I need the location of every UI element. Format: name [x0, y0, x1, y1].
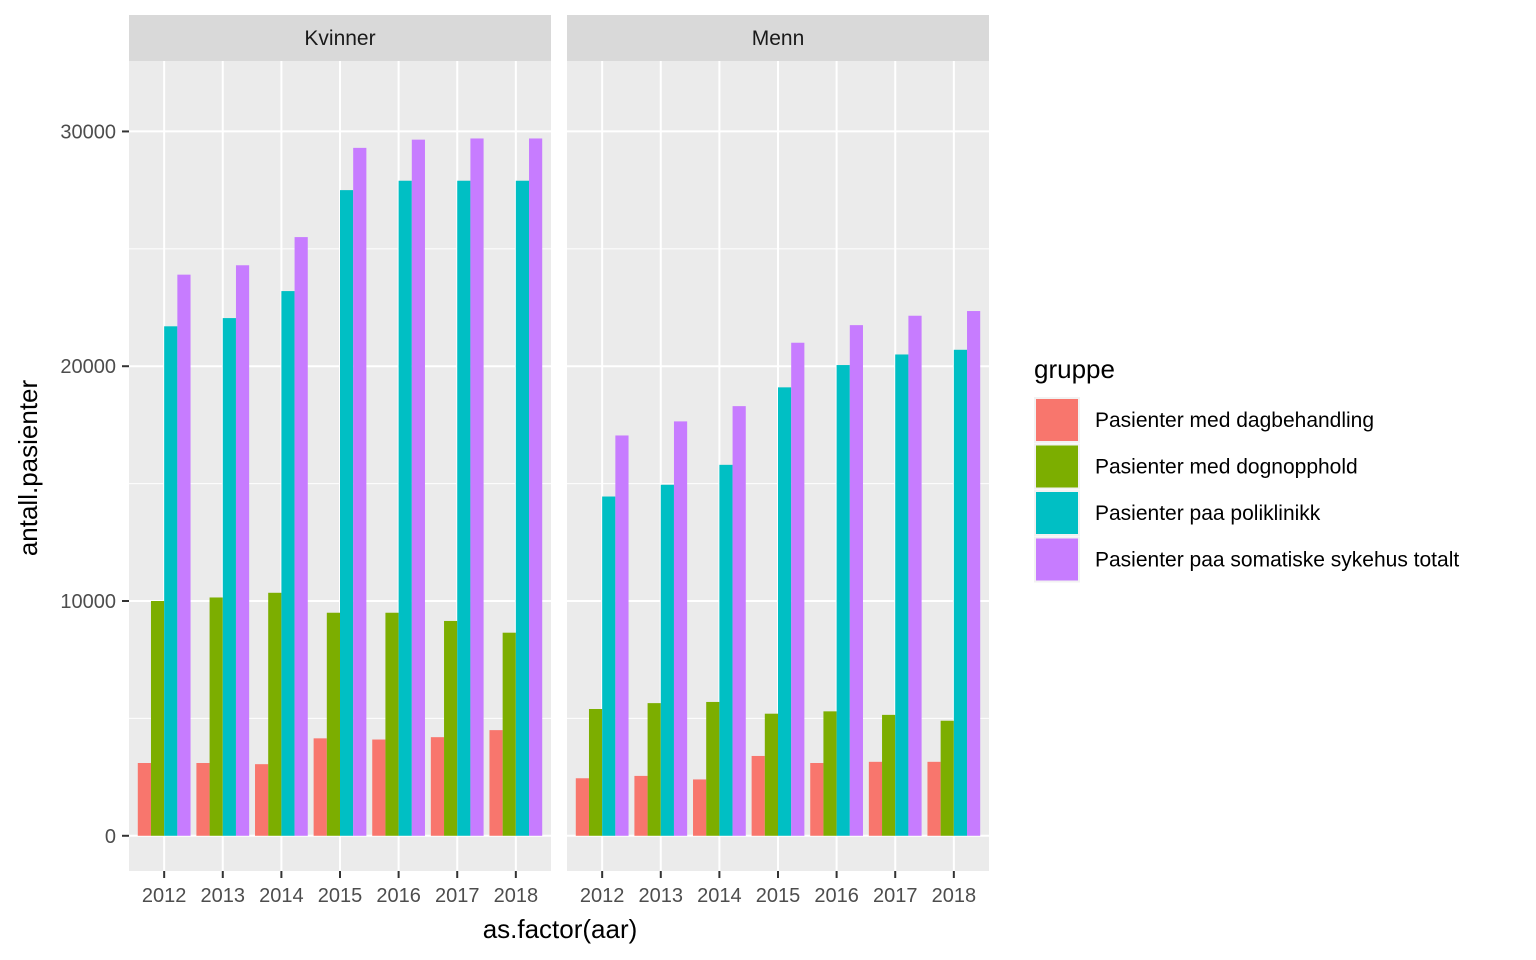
strip-background — [567, 15, 989, 61]
x-tick-label: 2013 — [639, 885, 684, 907]
bar-menn-2014-s2 — [706, 701, 720, 836]
x-tick-label: 2017 — [873, 885, 918, 907]
x-tick-label: 2013 — [201, 885, 246, 907]
bar-kvinner-2012-s1 — [137, 763, 151, 836]
legend-label: Pasienter med dognopphold — [1095, 456, 1358, 479]
y-tick-label: 10000 — [60, 591, 116, 613]
bar-menn-2012-s4 — [615, 435, 629, 836]
bar-kvinner-2012-s3 — [164, 326, 178, 836]
bar-kvinner-2015-s4 — [353, 147, 367, 836]
bar-menn-2018-s1 — [927, 761, 941, 836]
y-axis-title: antall.pasienter — [13, 379, 43, 556]
bar-menn-2018-s3 — [953, 349, 968, 836]
bar-menn-2014-s3 — [719, 464, 733, 836]
x-tick-label: 2014 — [259, 885, 304, 907]
bar-kvinner-2015-s3 — [340, 190, 354, 836]
x-tick-label: 2016 — [376, 885, 421, 907]
bar-kvinner-2016-s2 — [385, 612, 399, 836]
x-axis-title: as.factor(aar) — [483, 914, 638, 944]
legend-label: Pasienter paa somatiske sykehus totalt — [1095, 549, 1459, 572]
legend-label: Pasienter paa poliklinikk — [1095, 502, 1321, 525]
bar-menn-2015-s1 — [751, 755, 765, 836]
bar-kvinner-2013-s1 — [196, 763, 210, 836]
legend-label: Pasienter med dagbehandling — [1095, 409, 1374, 432]
bar-kvinner-2016-s1 — [372, 739, 386, 836]
bar-kvinner-2017-s4 — [470, 138, 484, 836]
bar-kvinner-2013-s2 — [209, 597, 223, 836]
bar-menn-2015-s3 — [778, 387, 792, 836]
bar-menn-2012-s1 — [575, 778, 589, 836]
bar-kvinner-2017-s2 — [444, 620, 458, 836]
x-tick-label: 2017 — [435, 885, 480, 907]
panels-layer: Kvinner 2012 2013 2014 2015 2016 2017 2018 Menn 2… — [129, 15, 989, 907]
legend-key — [1036, 399, 1078, 441]
bar-kvinner-2015-s1 — [313, 738, 327, 836]
bar-kvinner-2018-s3 — [515, 180, 530, 836]
y-tick-label: 30000 — [60, 121, 116, 143]
bar-menn-2016-s4 — [849, 325, 863, 836]
bar-menn-2012-s3 — [602, 496, 616, 836]
panel-kvinner: Kvinner 2012 2013 2014 2015 2016 2017 2018 — [129, 15, 551, 907]
x-tick-label: 2018 — [494, 885, 539, 907]
bar-kvinner-2018-s2 — [502, 632, 516, 836]
bar-menn-2012-s2 — [588, 709, 603, 836]
bar-kvinner-2015-s2 — [326, 612, 340, 836]
x-tick-label: 2015 — [318, 885, 363, 907]
legend: gruppe Pasienter med dagbehandling Pasien… — [1034, 354, 1459, 583]
x-tick-label: 2012 — [142, 885, 187, 907]
bar-menn-2018-s4 — [967, 311, 981, 836]
bar-menn-2013-s3 — [660, 484, 674, 836]
bar-kvinner-2014-s3 — [281, 291, 295, 836]
x-tick-label: 2014 — [697, 885, 742, 907]
x-tick-label: 2015 — [756, 885, 801, 907]
bar-kvinner-2012-s2 — [150, 601, 165, 836]
bar-kvinner-2017-s3 — [457, 180, 471, 836]
bar-kvinner-2014-s4 — [294, 237, 308, 836]
bar-kvinner-2017-s1 — [430, 737, 445, 836]
bar-menn-2017-s2 — [882, 714, 896, 836]
legend-key — [1036, 492, 1078, 534]
y-axis: 0 10000 20000 30000 — [60, 121, 129, 848]
bar-menn-2017-s1 — [868, 761, 883, 836]
bar-menn-2014-s1 — [693, 779, 707, 836]
x-tick-label: 2016 — [814, 885, 859, 907]
panel-menn: Menn 2012 2013 2014 2015 2016 2017 2018 — [567, 15, 989, 907]
bar-kvinner-2012-s4 — [177, 274, 191, 836]
bar-menn-2018-s2 — [940, 720, 954, 836]
bar-kvinner-2018-s4 — [529, 138, 543, 836]
bar-menn-2015-s4 — [791, 342, 805, 836]
bar-menn-2013-s4 — [673, 421, 688, 836]
bar-kvinner-2013-s4 — [235, 265, 250, 836]
bar-menn-2015-s2 — [764, 713, 778, 836]
bar-menn-2016-s3 — [836, 365, 850, 836]
strip-label: Menn — [752, 27, 805, 50]
bar-menn-2017-s3 — [895, 354, 909, 836]
y-tick-label: 20000 — [60, 356, 116, 378]
strip-background — [129, 15, 551, 61]
bar-menn-2013-s2 — [647, 703, 661, 836]
strip-label: Kvinner — [304, 27, 375, 50]
bar-menn-2017-s4 — [908, 315, 922, 836]
bar-menn-2013-s1 — [634, 775, 648, 836]
bar-menn-2014-s4 — [732, 406, 746, 836]
bar-kvinner-2016-s3 — [398, 180, 412, 836]
legend-key — [1036, 445, 1078, 488]
bar-kvinner-2014-s2 — [268, 592, 282, 836]
bar-menn-2016-s1 — [810, 763, 824, 836]
bar-menn-2016-s2 — [823, 711, 837, 836]
x-tick-label: 2018 — [932, 885, 977, 907]
x-tick-label: 2012 — [580, 885, 625, 907]
legend-key — [1036, 538, 1078, 581]
bar-kvinner-2013-s3 — [222, 318, 236, 836]
bar-kvinner-2018-s1 — [489, 730, 503, 836]
y-tick-label: 0 — [105, 826, 116, 848]
bar-kvinner-2016-s4 — [411, 139, 425, 836]
bar-kvinner-2014-s1 — [255, 764, 269, 836]
legend-title: gruppe — [1034, 354, 1115, 384]
